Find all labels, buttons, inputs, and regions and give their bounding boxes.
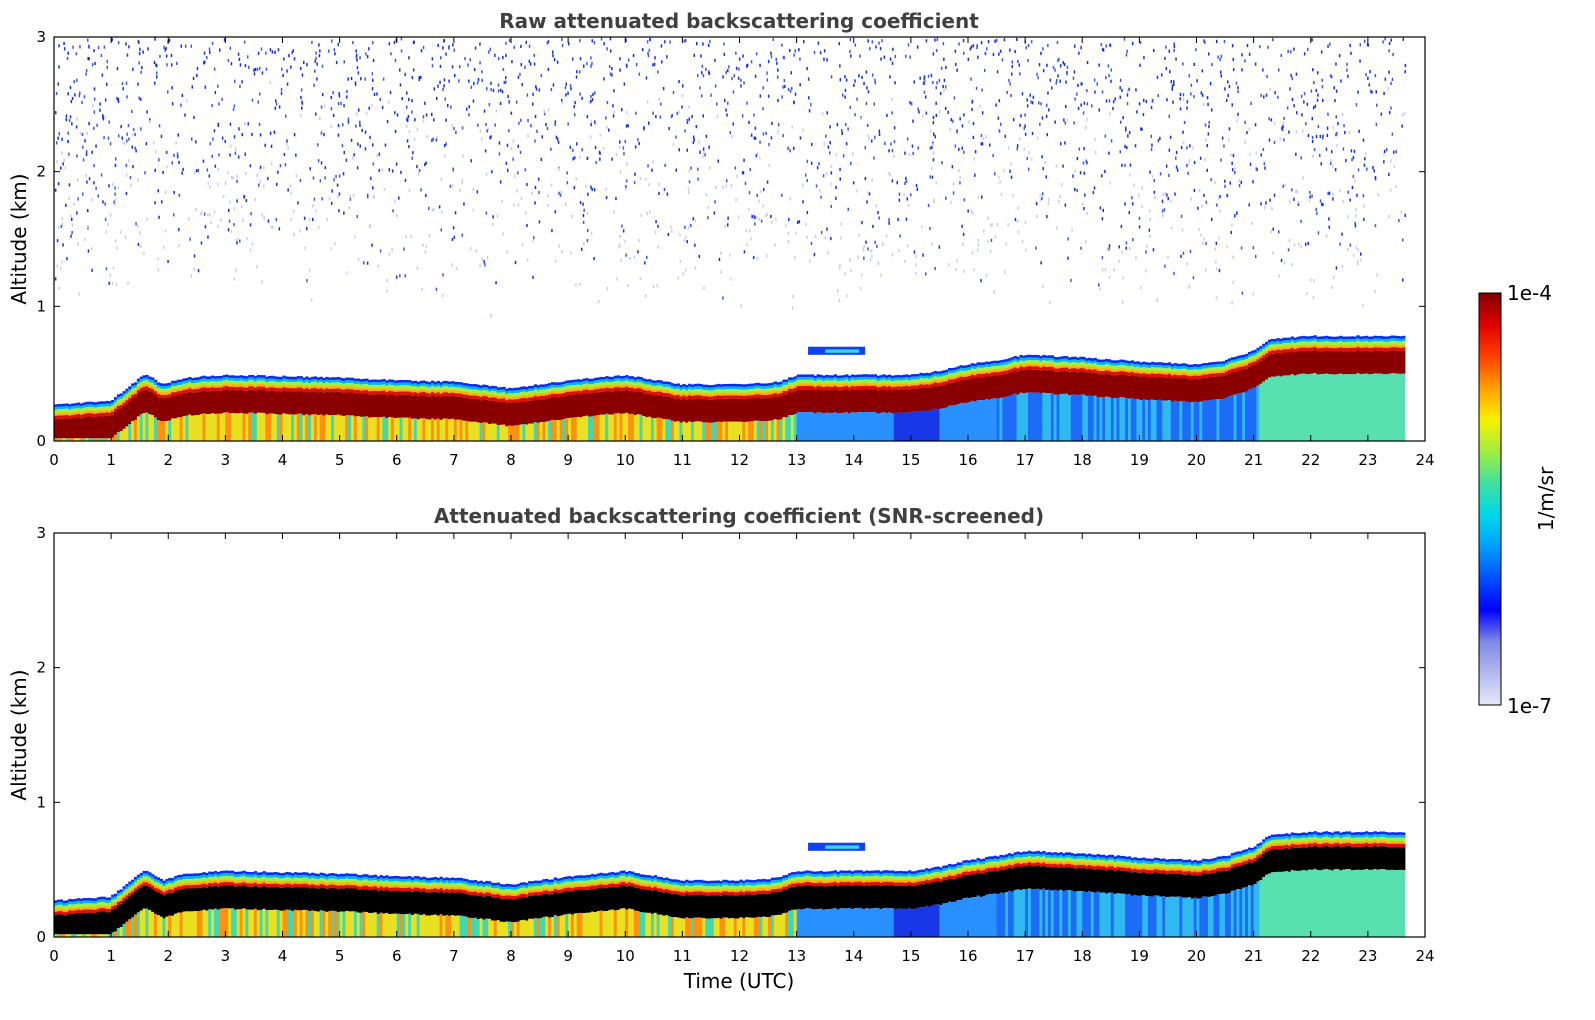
x-tick-label: 24 bbox=[1415, 947, 1434, 965]
panel-raw: Raw attenuated backscattering coefficien… bbox=[7, 9, 1435, 469]
colorbar-min-label: 1e-7 bbox=[1507, 694, 1552, 718]
x-tick-label: 0 bbox=[49, 947, 59, 965]
x-tick-label: 17 bbox=[1016, 451, 1035, 469]
x-tick-label: 5 bbox=[335, 947, 345, 965]
x-tick-label: 18 bbox=[1073, 451, 1092, 469]
y-tick-label: 0 bbox=[36, 432, 46, 450]
panel-snr-ylabel: Altitude (km) bbox=[7, 669, 31, 800]
panel-snr: Attenuated backscattering coefficient (S… bbox=[7, 504, 1435, 993]
panel-raw-x-ticks: 0 1 2 3 4 5 6 7 8 9 10 11 12 13 14 15 16 17 18 19 20 21 22 23 24 bbox=[49, 37, 1435, 469]
panel-raw-boundary-layer bbox=[54, 335, 1406, 441]
x-tick-label: 3 bbox=[221, 451, 231, 469]
x-tick-label: 11 bbox=[673, 947, 692, 965]
y-tick-label: 1 bbox=[36, 297, 46, 315]
panel-raw-y-ticks: 0 1 2 3 bbox=[36, 28, 1425, 450]
x-tick-label: 7 bbox=[449, 947, 459, 965]
y-tick-label: 3 bbox=[36, 28, 46, 46]
x-tick-label: 23 bbox=[1358, 947, 1377, 965]
colorbar-scale bbox=[1478, 292, 1502, 706]
x-tick-label: 8 bbox=[506, 947, 516, 965]
x-tick-label: 20 bbox=[1187, 451, 1206, 469]
panel-raw-cloud-patch bbox=[808, 346, 866, 355]
x-tick-label: 24 bbox=[1415, 451, 1434, 469]
x-tick-label: 13 bbox=[787, 947, 806, 965]
x-tick-label: 9 bbox=[563, 451, 573, 469]
x-tick-label: 17 bbox=[1016, 947, 1035, 965]
panel-snr-xlabel: Time (UTC) bbox=[683, 969, 795, 993]
y-tick-label: 1 bbox=[36, 793, 46, 811]
x-tick-label: 0 bbox=[49, 451, 59, 469]
colorbar: 1e-4 1e-7 1/m/sr bbox=[1478, 281, 1558, 718]
panel-snr-boundary-layer bbox=[54, 831, 1406, 937]
x-tick-label: 13 bbox=[787, 451, 806, 469]
x-tick-label: 16 bbox=[958, 947, 977, 965]
x-tick-label: 2 bbox=[163, 947, 173, 965]
x-tick-label: 22 bbox=[1301, 451, 1320, 469]
x-tick-label: 5 bbox=[335, 451, 345, 469]
x-tick-label: 12 bbox=[730, 451, 749, 469]
x-tick-label: 4 bbox=[278, 947, 288, 965]
x-tick-label: 9 bbox=[563, 947, 573, 965]
x-tick-label: 14 bbox=[844, 451, 863, 469]
x-tick-label: 14 bbox=[844, 947, 863, 965]
x-tick-label: 18 bbox=[1073, 947, 1092, 965]
panel-snr-cloud-patch bbox=[808, 842, 866, 851]
x-tick-label: 22 bbox=[1301, 947, 1320, 965]
x-tick-label: 23 bbox=[1358, 451, 1377, 469]
x-tick-label: 15 bbox=[901, 451, 920, 469]
panel-snr-x-ticks: 0 1 2 3 4 5 6 7 8 9 10 11 12 13 14 15 16 17 18 19 20 21 22 23 24 bbox=[49, 533, 1435, 965]
x-tick-label: 16 bbox=[958, 451, 977, 469]
x-tick-label: 7 bbox=[449, 451, 459, 469]
colorbar-unit-label: 1/m/sr bbox=[1534, 466, 1558, 531]
y-tick-label: 2 bbox=[36, 659, 46, 677]
panel-raw-plot-area bbox=[54, 37, 1407, 441]
x-tick-label: 8 bbox=[506, 451, 516, 469]
panel-raw-noise-speckle bbox=[54, 37, 1407, 317]
x-tick-label: 21 bbox=[1244, 451, 1263, 469]
x-tick-label: 6 bbox=[392, 451, 402, 469]
x-tick-label: 1 bbox=[106, 451, 116, 469]
x-tick-label: 6 bbox=[392, 947, 402, 965]
x-tick-label: 1 bbox=[106, 947, 116, 965]
x-tick-label: 15 bbox=[901, 947, 920, 965]
y-tick-label: 2 bbox=[36, 163, 46, 181]
y-tick-label: 0 bbox=[36, 928, 46, 946]
x-tick-label: 11 bbox=[673, 451, 692, 469]
panel-snr-title: Attenuated backscattering coefficient (S… bbox=[434, 504, 1044, 528]
x-tick-label: 10 bbox=[616, 947, 635, 965]
panel-snr-y-ticks: 0 1 2 3 bbox=[36, 524, 1425, 946]
x-tick-label: 2 bbox=[163, 451, 173, 469]
x-tick-label: 4 bbox=[278, 451, 288, 469]
colorbar-max-label: 1e-4 bbox=[1507, 281, 1552, 305]
panel-raw-title: Raw attenuated backscattering coefficien… bbox=[499, 9, 979, 33]
x-tick-label: 19 bbox=[1130, 451, 1149, 469]
y-tick-label: 3 bbox=[36, 524, 46, 542]
x-tick-label: 12 bbox=[730, 947, 749, 965]
x-tick-label: 20 bbox=[1187, 947, 1206, 965]
x-tick-label: 21 bbox=[1244, 947, 1263, 965]
panel-snr-plot-area bbox=[54, 831, 1406, 937]
x-tick-label: 3 bbox=[221, 947, 231, 965]
x-tick-label: 10 bbox=[616, 451, 635, 469]
panel-raw-ylabel: Altitude (km) bbox=[7, 173, 31, 304]
x-tick-label: 19 bbox=[1130, 947, 1149, 965]
